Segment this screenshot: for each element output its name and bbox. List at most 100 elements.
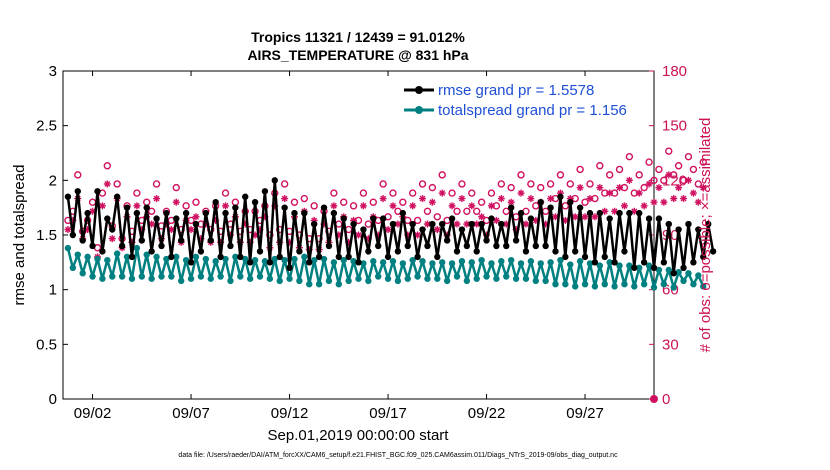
rmse-point (448, 215, 456, 222)
obs-assimilated-point (389, 202, 397, 210)
totalspread-point (631, 283, 638, 290)
obs-assimilated-point (64, 226, 72, 234)
rmse-point (64, 193, 72, 200)
rmse-point (611, 259, 618, 266)
obs-possible-point (674, 162, 683, 170)
y-left-tick-label: 0.5 (36, 336, 57, 353)
totalspread-point (148, 275, 155, 282)
obs-possible-point (458, 180, 466, 188)
asterisk-stroke (582, 213, 588, 220)
obs-possible-point (537, 183, 545, 192)
obs-assimilated-point (433, 226, 441, 234)
rmse-point (138, 237, 145, 244)
rmse-point (271, 177, 278, 184)
rmse-point (453, 248, 461, 255)
rmse-point (148, 248, 155, 255)
obs-assimilated-point (172, 198, 180, 206)
rmse-point (389, 220, 397, 228)
rmse-point (276, 253, 283, 261)
obs-possible-point (413, 216, 422, 225)
obs-possible-point (473, 207, 481, 216)
y-left-tick-label: 1 (49, 282, 57, 299)
rmse-point (517, 209, 525, 217)
obs-possible-point (684, 152, 693, 161)
y-right-tick-label: 180 (662, 63, 687, 80)
totalspread-point (606, 259, 613, 266)
asterisk-stroke (148, 221, 155, 228)
totalspread-point (498, 258, 505, 265)
totalspread-point (581, 281, 589, 288)
asterisk-stroke (616, 184, 623, 191)
totalspread-point (675, 268, 682, 276)
rmse-line (66, 179, 715, 275)
rmse-point (197, 248, 205, 255)
totalspread-point (99, 275, 106, 282)
rmse-point (547, 204, 554, 211)
totalspread-point (695, 272, 702, 279)
asterisk-stroke (414, 232, 421, 238)
rmse-point (498, 220, 505, 228)
totalspread-point (572, 283, 579, 290)
totalspread-point (493, 275, 500, 282)
rmse-point (507, 204, 515, 211)
obs-possible-point (650, 176, 658, 185)
legend-spread-label: totalspread grand pr = 1.156 (438, 102, 627, 119)
rmse-point (665, 220, 672, 228)
obs-possible-point (133, 189, 141, 197)
totalspread-point (133, 244, 141, 252)
rmse-point (650, 264, 658, 271)
totalspread-point (680, 277, 687, 285)
asterisk-stroke (695, 199, 702, 206)
obs-possible-point (645, 158, 653, 166)
x-tick-label: 09/27 (566, 405, 604, 422)
asterisk-stroke (64, 226, 71, 233)
rmse-point (178, 237, 185, 244)
obs-assimilated-point (148, 220, 156, 228)
asterisk-stroke (488, 202, 495, 209)
asterisk-stroke (591, 213, 598, 220)
totalspread-point (320, 255, 328, 263)
obs-assimilated-point (428, 198, 436, 206)
obs-assimilated-point (645, 180, 653, 188)
rmse-point (670, 270, 677, 277)
rmse-point (227, 242, 234, 250)
asterisk-stroke (611, 208, 618, 215)
rmse-point (552, 248, 559, 255)
obs-possible-point (507, 183, 515, 192)
rmse-point (414, 253, 421, 261)
rmse-point (606, 215, 613, 222)
totalspread-point (507, 256, 515, 264)
rmse-point (439, 220, 446, 228)
totalspread-point (315, 281, 323, 288)
legend-rmse-marker (415, 86, 423, 94)
totalspread-point (562, 281, 569, 288)
obs-assimilated-point (655, 184, 663, 192)
totalspread-point (660, 281, 668, 288)
obs-possible-point (605, 171, 614, 179)
rmse-point (306, 259, 313, 266)
rmse-point (636, 209, 643, 217)
totalspread-point (123, 253, 131, 261)
totalspread-point (483, 273, 490, 280)
obs-assimilated-point (379, 195, 387, 203)
obs-possible-point (310, 202, 318, 210)
rmse-point (512, 237, 520, 244)
totalspread-point (473, 275, 480, 282)
rmse-point (572, 248, 579, 255)
obs-possible-point (349, 202, 358, 210)
obs-possible-point (113, 180, 121, 188)
obs-assimilated-point (576, 184, 584, 192)
obs-possible-point (369, 198, 377, 206)
obs-possible-point (497, 180, 506, 188)
rmse-point (109, 226, 116, 233)
totalspread-point (227, 277, 234, 285)
obs-possible-point (517, 171, 525, 179)
obs-assimilated-point (596, 184, 604, 192)
totalspread-point (552, 281, 559, 288)
x-axis-label: Sep.01,2019 00:00:00 start (268, 427, 450, 444)
chart-title-line2: AIRS_TEMPERATURE @ 831 hPa (247, 47, 468, 63)
obs-assimilated-point (487, 202, 495, 210)
y-axis-right-label: # of obs: o=possible; ×=assimilated (697, 118, 714, 353)
y-left-tick-label: 2 (49, 172, 57, 189)
x-axis: 09/02 09/07 09/12 09/17 09/22 09/27 (74, 71, 604, 422)
